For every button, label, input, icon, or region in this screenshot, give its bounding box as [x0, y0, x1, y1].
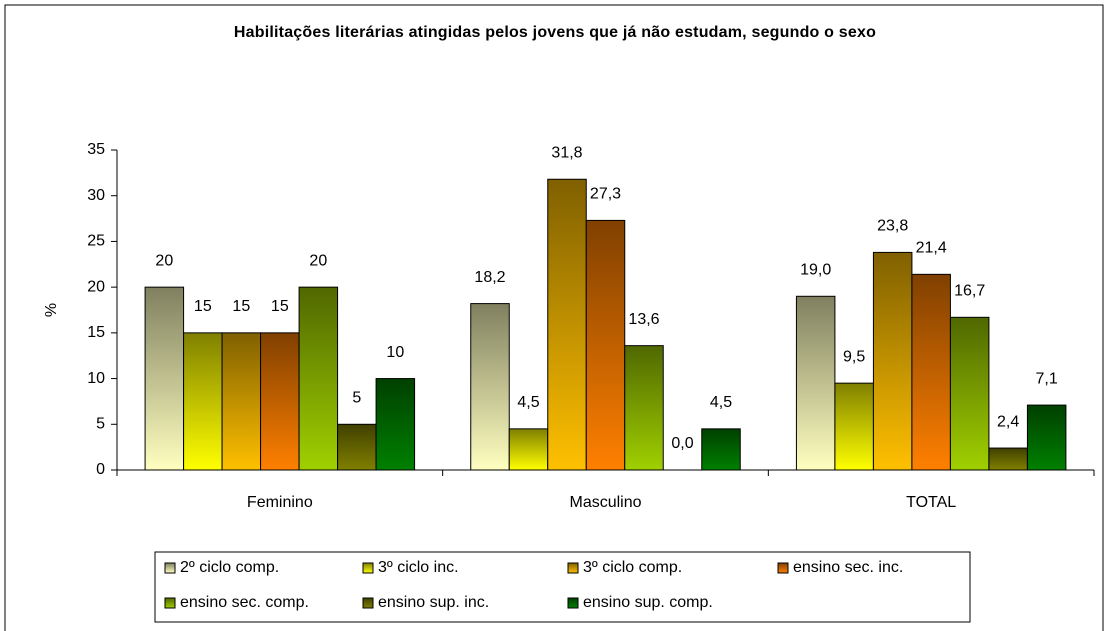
- legend-swatch: [567, 562, 579, 574]
- legend-swatch: [567, 597, 579, 609]
- legend-label: ensino sec. inc.: [793, 559, 903, 576]
- y-tick-label: 15: [87, 324, 105, 341]
- data-label: 15: [232, 298, 250, 315]
- data-label: 31,8: [551, 144, 582, 161]
- data-label: 21,4: [916, 240, 947, 257]
- bar: [183, 332, 223, 471]
- bar: [221, 332, 262, 471]
- x-tick-label: TOTAL: [906, 494, 956, 511]
- legend-label: ensino sup. inc.: [378, 594, 489, 611]
- bar: [988, 447, 1028, 471]
- legend-box: [154, 551, 971, 623]
- data-label: 20: [155, 252, 173, 269]
- data-label: 2,4: [997, 413, 1019, 430]
- data-label: 7,1: [1036, 370, 1058, 387]
- legend-swatch: [362, 597, 374, 609]
- bar: [260, 332, 300, 471]
- bar: [1026, 404, 1067, 471]
- legend-swatch: [777, 562, 789, 574]
- bar: [337, 423, 377, 471]
- bar: [298, 286, 339, 471]
- bar: [834, 382, 874, 471]
- data-label: 15: [271, 298, 289, 315]
- legend-label: 3º ciclo comp.: [583, 559, 682, 576]
- data-label: 16,7: [954, 283, 985, 300]
- data-label: 19,0: [800, 262, 831, 279]
- bar: [547, 178, 587, 471]
- legend-label: ensino sec. comp.: [180, 594, 309, 611]
- bar: [624, 345, 664, 471]
- data-label: 4,5: [710, 394, 732, 411]
- bar: [872, 251, 913, 471]
- bar: [701, 428, 741, 471]
- bar: [144, 286, 185, 471]
- bar: [470, 303, 510, 471]
- data-label: 18,2: [474, 269, 505, 286]
- legend-label: 2º ciclo comp.: [180, 559, 279, 576]
- data-label: 13,6: [628, 311, 659, 328]
- data-label: 4,5: [517, 394, 539, 411]
- data-label: 0,0: [671, 435, 693, 452]
- x-tick-label: Masculino: [569, 494, 641, 511]
- data-label: 20: [309, 252, 327, 269]
- bar: [375, 378, 416, 471]
- bar: [585, 219, 626, 471]
- bar: [795, 295, 836, 471]
- y-tick-label: 30: [87, 187, 105, 204]
- y-tick-label: 25: [87, 233, 105, 250]
- y-axis-label: %: [43, 303, 60, 317]
- y-tick-label: 20: [87, 278, 105, 295]
- legend-swatch: [164, 597, 176, 609]
- legend-label: 3º ciclo inc.: [378, 559, 459, 576]
- data-label: 27,3: [590, 186, 621, 203]
- y-tick-label: 35: [87, 141, 105, 158]
- bar: [508, 428, 549, 471]
- data-label: 23,8: [877, 218, 908, 235]
- x-tick-label: Feminino: [247, 494, 313, 511]
- legend-label: ensino sup. comp.: [583, 594, 713, 611]
- y-tick-label: 0: [96, 461, 105, 478]
- y-tick-label: 5: [96, 416, 105, 433]
- legend-swatch: [362, 562, 374, 574]
- bar: [911, 273, 951, 471]
- data-label: 10: [386, 344, 404, 361]
- chart-title: Habilitações literárias atingidas pelos …: [233, 24, 877, 41]
- y-tick-label: 10: [87, 370, 105, 387]
- data-label: 5: [352, 390, 361, 407]
- bar: [949, 316, 990, 471]
- data-label: 9,5: [843, 348, 865, 365]
- legend-swatch: [164, 562, 176, 574]
- data-label: 15: [194, 298, 212, 315]
